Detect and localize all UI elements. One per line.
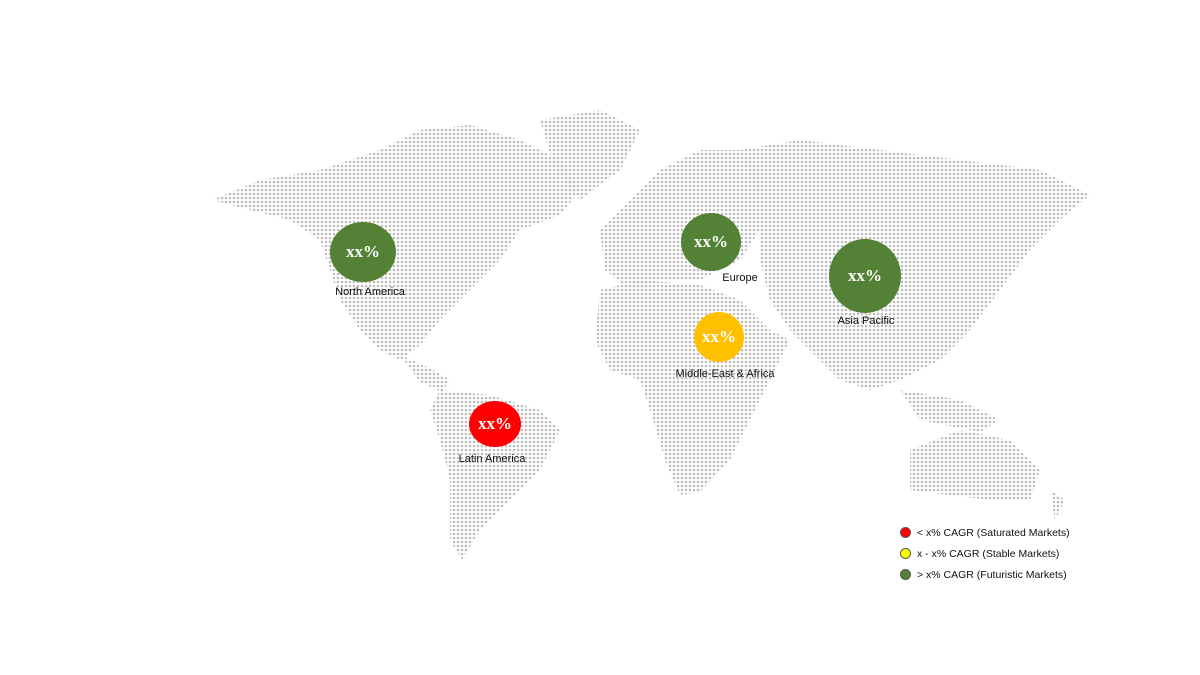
legend-label: > x% CAGR (Futuristic Markets) [917, 568, 1067, 581]
yellow-dot-icon [900, 548, 911, 559]
south-america-landmass [430, 390, 560, 560]
asia-pacific-label: Asia Pacific [837, 315, 895, 327]
europe-bubble: xx% [681, 213, 741, 271]
latin-america-label: Latin America [458, 453, 526, 465]
legend-item-stable: x - x% CAGR (Stable Markets) [900, 543, 1070, 564]
africa-landmass [595, 280, 790, 495]
southeast-asia-islands [900, 390, 1000, 432]
legend: < x% CAGR (Saturated Markets) x - x% CAG… [900, 522, 1070, 585]
legend-item-saturated: < x% CAGR (Saturated Markets) [900, 522, 1070, 543]
asia-pacific-bubble: xx% [829, 239, 901, 313]
australia-landmass [910, 430, 1040, 500]
legend-item-futuristic: > x% CAGR (Futuristic Markets) [900, 564, 1070, 585]
legend-label: x - x% CAGR (Stable Markets) [917, 547, 1060, 560]
middle-east-africa-bubble: xx% [694, 312, 744, 362]
red-dot-icon [900, 527, 911, 538]
north-america-bubble: xx% [330, 222, 396, 282]
latin-america-bubble: xx% [469, 401, 521, 447]
europe-label: Europe [722, 272, 758, 284]
legend-label: < x% CAGR (Saturated Markets) [917, 526, 1070, 539]
green-dot-icon [900, 569, 911, 580]
europe-landmass [600, 150, 760, 290]
north-america-label: North America [335, 286, 405, 298]
middle-east-africa-label: Middle-East & Africa [675, 368, 775, 380]
asia-landmass [740, 140, 1090, 390]
central-america-landmass [400, 355, 450, 392]
new-zealand-landmass [1050, 490, 1065, 520]
north-america-landmass [212, 125, 580, 360]
greenland-landmass [540, 110, 640, 200]
